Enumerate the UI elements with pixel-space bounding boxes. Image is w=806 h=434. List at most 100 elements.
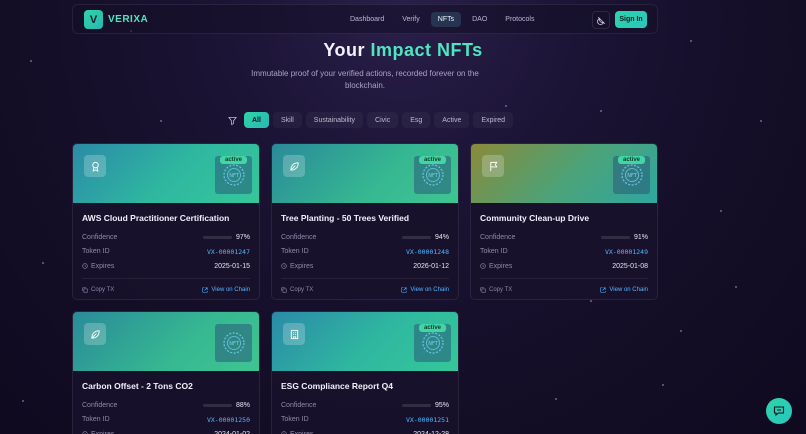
filter-chip-sustainability[interactable]: Sustainability [305,112,364,128]
filter-chip-active[interactable]: Active [434,112,470,128]
status-badge: active [219,156,247,164]
page-subtitle: Immutable proof of your verified actions… [251,69,479,90]
leaf-icon [283,155,305,177]
card-banner: NFT [73,312,259,371]
sign-in-button[interactable]: Sign In [615,11,647,28]
nav-link-verify[interactable]: Verify [402,16,420,23]
clock-icon [82,263,88,269]
card-banner: NFT active [73,144,259,203]
filter-icon [228,112,240,128]
svg-text:NFT: NFT [428,341,439,347]
confidence-row: Confidence 97% [82,233,250,241]
copy-tx-button[interactable]: Copy TX [82,287,114,293]
confidence-row: Confidence 88% [82,401,250,409]
card-banner: NFT active [471,144,657,203]
brand-name: VERIXA [108,14,149,25]
building-icon [283,323,305,345]
copy-tx-button[interactable]: Copy TX [281,287,313,293]
brand-mark: V [84,10,103,29]
expires-row: Expires 2026-01-12 [272,259,458,274]
view-on-chain-link[interactable]: View on Chain [401,287,449,293]
token-row: Token ID VX-00001249 [480,247,648,256]
nft-card[interactable]: NFT active ESG Compliance Report Q4 Conf… [271,311,459,434]
token-row: Token ID VX-00001247 [82,247,250,256]
nft-card[interactable]: NFT active Tree Planting - 50 Trees Veri… [271,143,459,300]
nft-card[interactable]: NFT Carbon Offset - 2 Tons CO2 Confidenc… [72,311,260,434]
nav-link-nfts[interactable]: NFTs [430,12,462,27]
view-on-chain-link[interactable]: View on Chain [600,287,648,293]
confidence-row: Confidence 94% [281,233,449,241]
clock-icon [82,431,88,434]
card-title: Community Clean-up Drive [480,213,590,223]
token-id: VX-00001250 [206,415,250,424]
view-on-chain-link[interactable]: View on Chain [202,287,250,293]
external-link-icon [600,286,606,293]
svg-text:NFT: NFT [229,173,240,179]
confidence-bar [401,235,431,239]
svg-text:NFT: NFT [229,341,240,347]
top-navbar: V VERIXA Dashboard Verify NFTs DAO Proto… [72,4,658,34]
card-title: Tree Planting - 50 Trees Verified [281,213,410,223]
card-banner: NFT active [272,144,458,203]
filter-chip-expired[interactable]: Expired [473,112,514,128]
expires-row: Expires 2024-12-28 [272,427,458,434]
nft-card[interactable]: NFT active AWS Cloud Practitioner Certif… [72,143,260,300]
copy-icon [480,286,486,293]
page-title: Your Impact NFTs [0,40,806,61]
expires-row: Expires 2024-01-02 [73,427,259,434]
token-id: VX-00001248 [405,247,449,256]
nav-link-dashboard[interactable]: Dashboard [350,16,385,23]
filter-chip-skill[interactable]: Skill [272,112,302,128]
filter-chip-civic[interactable]: Civic [367,112,399,128]
copy-icon [82,286,88,293]
expires-row: Expires 2025-01-08 [471,259,657,274]
expires-row: Expires 2025-01-15 [73,259,259,274]
clock-icon [281,263,287,269]
nav-links: Dashboard Verify NFTs DAO Protocols [343,12,541,27]
svg-text:NFT: NFT [428,173,439,179]
filter-bar: All Skill Sustainability Civic Esg Activ… [228,112,514,128]
filter-chip-all[interactable]: All [244,112,269,128]
card-title: ESG Compliance Report Q4 [281,381,393,391]
nft-card[interactable]: NFT active Community Clean-up Drive Conf… [470,143,658,300]
token-id: VX-00001247 [206,247,250,256]
confidence-row: Confidence 95% [281,401,449,409]
clock-icon [480,263,486,269]
chat-button[interactable] [766,398,792,424]
clock-icon [281,431,287,434]
svg-text:NFT: NFT [627,173,638,179]
title-prefix: Your [323,40,365,60]
token-row: Token ID VX-00001248 [281,247,449,256]
token-id: VX-00001251 [405,415,449,424]
confidence-bar [202,235,232,239]
token-row: Token ID VX-00001250 [82,415,250,424]
token-row: Token ID VX-00001251 [281,415,449,424]
confidence-bar [401,403,431,407]
confidence-row: Confidence 91% [480,233,648,241]
brand-logo[interactable]: V VERIXA [84,10,148,29]
status-badge: active [418,156,446,164]
copy-icon [281,286,287,293]
card-title: Carbon Offset - 2 Tons CO2 [82,381,193,391]
status-badge: active [617,156,645,164]
award-icon [84,155,106,177]
nft-seal-icon: NFT [215,324,252,362]
nav-link-dao[interactable]: DAO [472,16,488,23]
title-accent: Impact NFTs [370,40,483,60]
token-id: VX-00001249 [604,247,648,256]
copy-tx-button[interactable]: Copy TX [480,287,512,293]
filter-chip-esg[interactable]: Esg [402,112,431,128]
confidence-bar [600,235,630,239]
external-link-icon [202,286,208,293]
status-badge: active [418,324,446,332]
leaf-icon [84,323,106,345]
nav-link-protocols[interactable]: Protocols [505,16,535,23]
moon-off-icon [596,16,605,25]
confidence-bar [202,403,232,407]
external-link-icon [401,286,407,293]
chat-icon [773,406,785,417]
flag-icon [482,155,504,177]
card-title: AWS Cloud Practitioner Certification [82,213,230,223]
theme-toggle-button[interactable] [592,11,610,29]
card-banner: NFT active [272,312,458,371]
